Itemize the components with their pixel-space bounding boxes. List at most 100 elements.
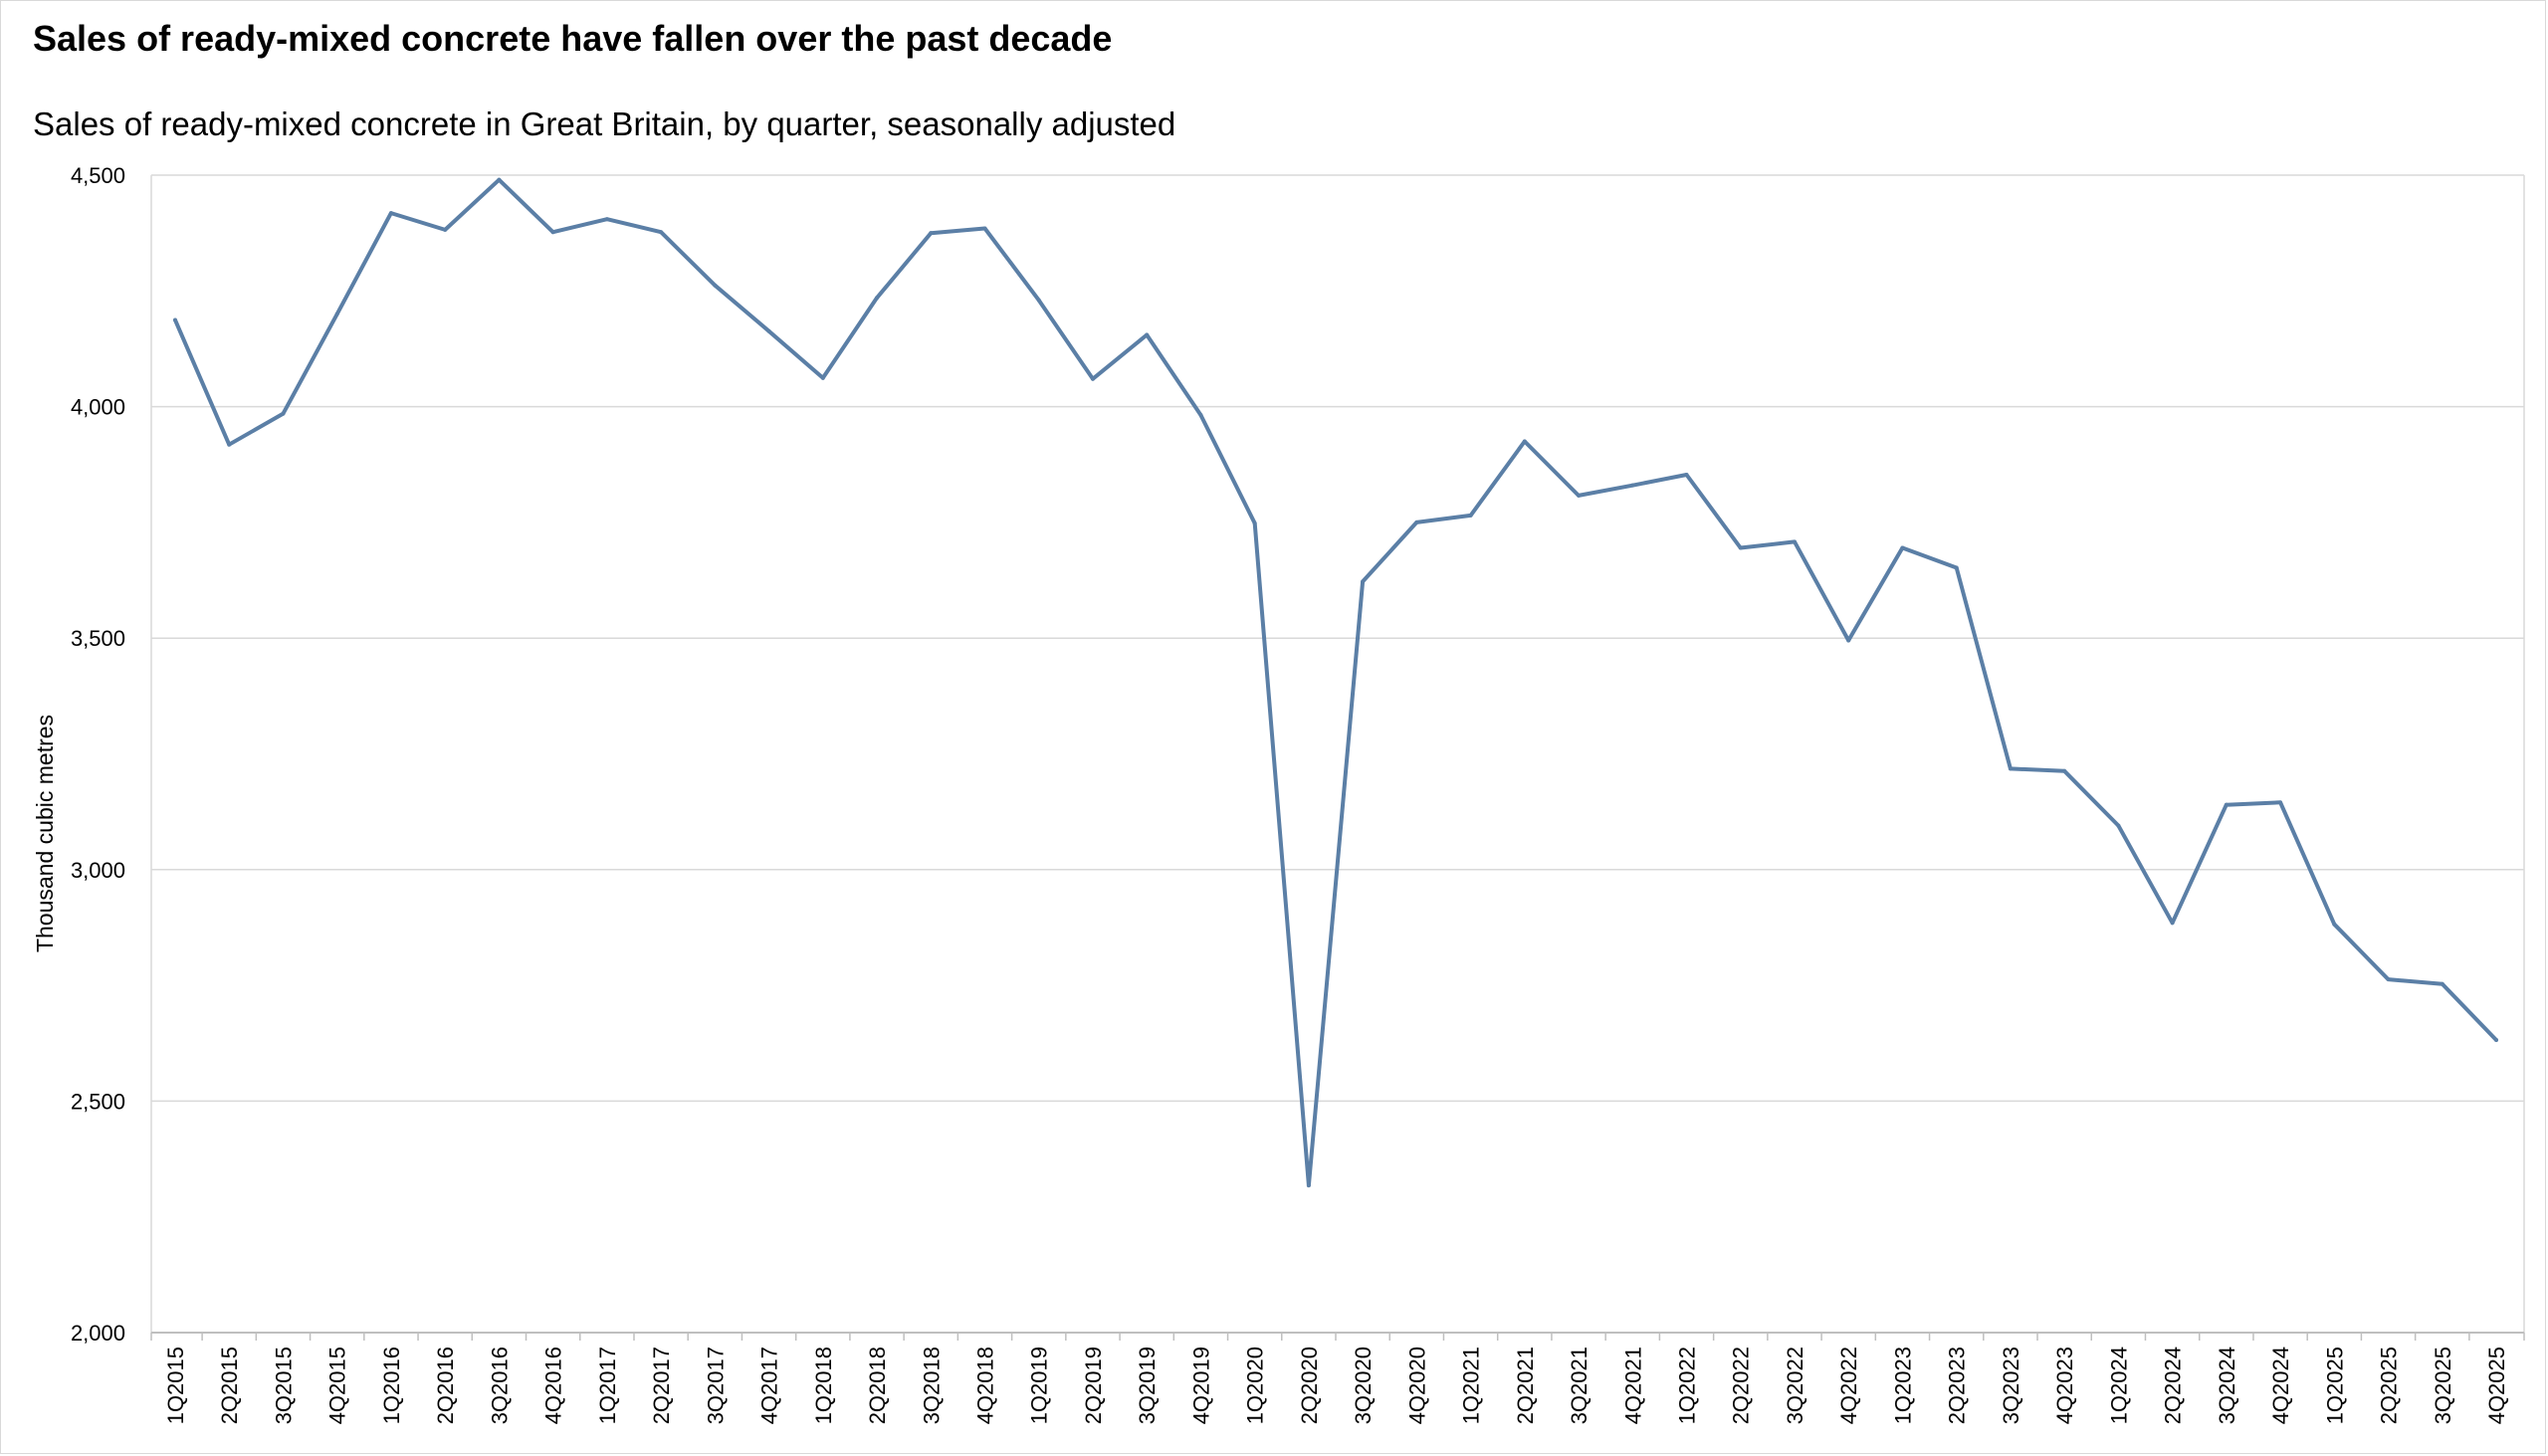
- x-tick-label: 4Q2015: [325, 1347, 350, 1424]
- x-tick-label: 4Q2024: [2268, 1347, 2293, 1424]
- data-point: [1036, 298, 1041, 303]
- data-point: [550, 230, 555, 235]
- x-tick-label: 3Q2022: [1783, 1347, 1807, 1424]
- x-axis-ticks: 1Q2015 2Q2015 3Q2015 4Q2015 1Q2016 2Q2016 3Q20…: [150, 1333, 2525, 1424]
- data-point: [1468, 513, 1473, 518]
- data-point: [604, 217, 609, 222]
- x-tick-label: 4Q2021: [1620, 1347, 1645, 1424]
- data-point: [334, 312, 339, 316]
- x-tick-label: 2Q2020: [1297, 1347, 1322, 1424]
- data-point: [2224, 802, 2229, 807]
- x-tick-label: 2Q2022: [1729, 1347, 1754, 1424]
- x-tick-label: 2Q2017: [649, 1347, 674, 1424]
- chart-subtitle: Sales of ready-mixed concrete in Great B…: [33, 105, 1176, 142]
- data-point: [2008, 766, 2013, 771]
- x-tick-label: 3Q2019: [1135, 1347, 1160, 1424]
- axes: [150, 175, 2525, 1334]
- data-point: [1145, 332, 1150, 337]
- data-point: [443, 227, 448, 232]
- data-point: [1361, 579, 1366, 584]
- x-tick-label: 3Q2017: [703, 1347, 728, 1424]
- x-tick-label: 1Q2024: [2106, 1347, 2131, 1424]
- data-point: [2332, 922, 2337, 927]
- data-point: [1900, 545, 1905, 550]
- data-point: [2062, 768, 2067, 773]
- data-point: [875, 296, 880, 301]
- x-tick-label: 1Q2018: [811, 1347, 836, 1424]
- y-axis-title: Thousand cubic metres: [32, 715, 58, 952]
- data-point: [388, 211, 393, 216]
- x-tick-label: 4Q2018: [972, 1347, 997, 1424]
- data-point: [1630, 483, 1635, 488]
- x-tick-label: 1Q2021: [1459, 1347, 1484, 1424]
- data-point: [2116, 823, 2121, 828]
- data-point: [1306, 1183, 1311, 1188]
- data-point: [1577, 493, 1582, 498]
- x-tick-label: 2Q2025: [2377, 1347, 2402, 1424]
- data-point: [766, 328, 771, 333]
- data-point: [1522, 439, 1527, 444]
- x-tick-label: 3Q2024: [2215, 1347, 2239, 1424]
- data-point: [1792, 539, 1797, 544]
- x-tick-label: 3Q2025: [2431, 1347, 2455, 1424]
- data-point: [497, 177, 502, 182]
- x-tick-label: 4Q2016: [541, 1347, 566, 1424]
- data-point: [227, 442, 232, 447]
- data-point: [659, 230, 664, 235]
- data-point: [2440, 981, 2444, 986]
- y-tick-label: 3,000: [71, 858, 125, 883]
- y-tick-label: 4,000: [71, 395, 125, 420]
- data-point: [1090, 376, 1095, 381]
- data-point: [820, 375, 825, 380]
- x-tick-label: 2Q2015: [217, 1347, 242, 1424]
- y-tick-label: 2,000: [71, 1321, 125, 1346]
- y-tick-label: 3,500: [71, 626, 125, 651]
- x-tick-label: 3Q2020: [1351, 1347, 1376, 1424]
- x-tick-label: 3Q2023: [1999, 1347, 2023, 1424]
- x-tick-label: 1Q2020: [1243, 1347, 1268, 1424]
- data-point: [1954, 565, 1959, 570]
- x-tick-label: 1Q2025: [2322, 1347, 2347, 1424]
- x-tick-label: 4Q2022: [1836, 1347, 1861, 1424]
- series-line: [173, 177, 2498, 1188]
- data-point: [1846, 638, 1851, 643]
- series-layer: [173, 177, 2498, 1188]
- x-tick-label: 4Q2017: [757, 1347, 782, 1424]
- data-point: [2170, 921, 2175, 926]
- data-point: [713, 283, 718, 288]
- chart-title: Sales of ready-mixed concrete have falle…: [33, 18, 1113, 59]
- y-tick-label: 4,500: [71, 163, 125, 188]
- x-tick-label: 4Q2019: [1188, 1347, 1213, 1424]
- data-point: [1252, 520, 1257, 525]
- y-axis-ticks: 2,000 2,500 3,000 3,500 4,000 4,500: [71, 163, 125, 1346]
- x-tick-label: 3Q2018: [919, 1347, 944, 1424]
- data-point: [1414, 520, 1419, 524]
- data-point: [1684, 472, 1689, 477]
- x-tick-label: 4Q2020: [1404, 1347, 1429, 1424]
- gridlines: [151, 174, 2524, 1103]
- data-point: [2386, 977, 2391, 982]
- data-point: [281, 411, 286, 416]
- x-tick-label: 1Q2023: [1890, 1347, 1915, 1424]
- y-tick-label: 2,500: [71, 1089, 125, 1114]
- x-tick-label: 3Q2021: [1567, 1347, 1592, 1424]
- x-tick-label: 2Q2024: [2161, 1347, 2186, 1424]
- x-tick-label: 2Q2016: [433, 1347, 458, 1424]
- data-point: [982, 226, 987, 231]
- x-tick-label: 4Q2023: [2052, 1347, 2077, 1424]
- data-point: [2494, 1037, 2498, 1042]
- x-tick-label: 4Q2025: [2484, 1347, 2509, 1424]
- data-point: [173, 317, 177, 322]
- x-tick-label: 2Q2018: [865, 1347, 890, 1424]
- x-tick-label: 2Q2021: [1513, 1347, 1538, 1424]
- x-tick-label: 1Q2019: [1027, 1347, 1052, 1424]
- data-point: [1738, 545, 1743, 550]
- x-tick-label: 3Q2016: [487, 1347, 512, 1424]
- data-point: [929, 231, 934, 236]
- data-point: [2278, 800, 2283, 805]
- x-tick-label: 1Q2016: [379, 1347, 404, 1424]
- x-tick-label: 1Q2015: [163, 1347, 188, 1424]
- data-point: [1198, 412, 1203, 417]
